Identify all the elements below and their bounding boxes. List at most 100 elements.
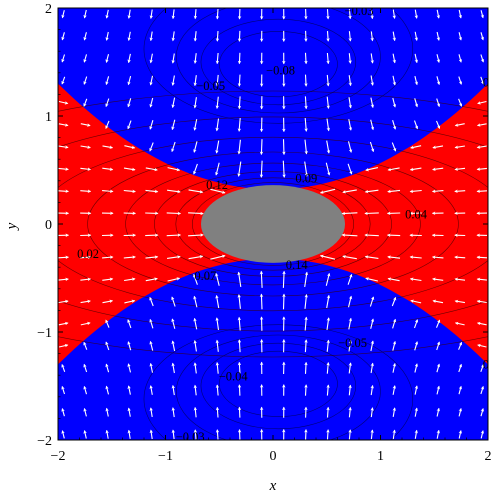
- vector-arrow: [167, 255, 181, 259]
- vector-arrow: [319, 254, 336, 260]
- vector-arrow: [370, 75, 374, 86]
- vector-arrow: [171, 97, 176, 109]
- contour-label: 0: [483, 357, 489, 371]
- vector-arrow: [480, 76, 485, 85]
- vector-arrow: [193, 384, 198, 396]
- vector-arrow: [145, 277, 158, 282]
- vector-arrow: [102, 299, 114, 304]
- vector-arrow: [414, 385, 419, 395]
- vector-arrow: [410, 299, 422, 304]
- vector-arrow: [325, 162, 331, 176]
- vector-arrow: [80, 277, 92, 282]
- contour-label: 0: [483, 76, 489, 90]
- vector-arrow: [370, 362, 374, 374]
- contour-label: −0.03: [176, 430, 205, 444]
- vector-arrow: [127, 385, 131, 395]
- vector-arrow: [414, 98, 419, 108]
- vector-arrow: [193, 273, 198, 285]
- plot-area: −0.03 −0.05 −0.08 0 0.12 0.09 0.04 0.02 0.14 0.07…: [58, 8, 489, 444]
- vector-arrow: [326, 74, 330, 87]
- vector-arrow: [348, 406, 352, 418]
- contour-line: [175, 177, 371, 271]
- contour-line: [58, 136, 488, 312]
- vector-arrow: [166, 233, 182, 237]
- y-axis-label: y: [4, 222, 20, 231]
- vector-arrow: [370, 384, 374, 396]
- vector-arrow: [370, 53, 374, 64]
- vector-arrow: [58, 299, 69, 304]
- contour-line: [125, 162, 421, 286]
- vector-arrow: [458, 341, 463, 350]
- vector-arrow: [476, 255, 488, 260]
- vector-arrow: [341, 211, 358, 216]
- vector-arrow: [458, 54, 463, 63]
- vector-arrow: [392, 75, 397, 86]
- vector-arrow: [127, 363, 132, 373]
- vector-field: [58, 8, 488, 440]
- vector-arrow: [102, 255, 114, 259]
- vector-arrow: [414, 31, 419, 41]
- vector-arrow: [61, 76, 66, 85]
- vector-arrow: [149, 31, 153, 42]
- vector-arrow: [348, 317, 353, 330]
- vector-arrow: [193, 163, 198, 175]
- x-tick-label: 2: [485, 449, 492, 464]
- vector-arrow: [210, 188, 226, 194]
- contour-line: [192, 182, 354, 266]
- vector-arrow: [480, 408, 485, 417]
- vector-arrow: [215, 9, 220, 20]
- vector-arrow: [105, 76, 110, 86]
- vector-arrow: [370, 429, 374, 440]
- vector-arrow: [171, 340, 176, 352]
- y-tick-label: −2: [37, 434, 52, 449]
- vector-arrow: [102, 189, 114, 194]
- vector-arrow: [436, 341, 441, 351]
- vector-arrow: [392, 407, 396, 417]
- vector-arrow: [105, 407, 109, 417]
- vector-arrow: [237, 118, 242, 132]
- vector-arrow: [149, 120, 154, 130]
- vector-arrow: [476, 123, 487, 127]
- vector-arrow: [436, 76, 441, 86]
- vector-arrow: [83, 363, 88, 373]
- vector-arrow: [304, 271, 309, 287]
- vector-arrow: [61, 32, 65, 41]
- vector-arrow: [480, 385, 485, 395]
- vector-arrow: [171, 53, 175, 64]
- vector-arrow: [458, 430, 463, 439]
- vector-arrow: [348, 119, 353, 131]
- x-axis-label: x: [269, 478, 277, 494]
- vector-arrow: [215, 406, 220, 418]
- vector-arrow: [193, 429, 198, 440]
- vector-arrow: [259, 139, 264, 156]
- contour-label: 0.07: [194, 269, 216, 283]
- vector-arrow: [171, 9, 176, 20]
- vector-arrow: [237, 161, 242, 177]
- vector-arrow: [414, 341, 419, 351]
- vector-arrow: [124, 145, 136, 150]
- vector-arrow: [58, 189, 70, 193]
- vector-arrow: [237, 316, 242, 331]
- vector-arrow: [124, 299, 136, 304]
- vector-arrow: [392, 120, 397, 130]
- vector-arrow: [215, 429, 220, 440]
- vector-arrow: [391, 296, 397, 307]
- contour-line: [200, 18, 357, 106]
- contour-label: −0.08: [266, 64, 295, 78]
- contour-line: [58, 116, 488, 332]
- vector-arrow: [458, 407, 463, 417]
- vector-arrow: [127, 75, 132, 86]
- vector-arrow: [166, 211, 182, 216]
- vector-arrow: [83, 32, 87, 41]
- vector-arrow: [409, 189, 422, 194]
- vector-arrow: [105, 429, 109, 439]
- vector-arrow: [127, 429, 131, 439]
- vector-arrow: [282, 293, 286, 310]
- vector-arrow: [304, 96, 308, 110]
- vector-arrow: [454, 277, 466, 282]
- contour-line: [87, 151, 459, 297]
- vector-arrow: [392, 9, 396, 19]
- vector-arrow: [304, 384, 308, 396]
- vector-arrow: [304, 52, 308, 65]
- vector-arrow: [105, 31, 109, 41]
